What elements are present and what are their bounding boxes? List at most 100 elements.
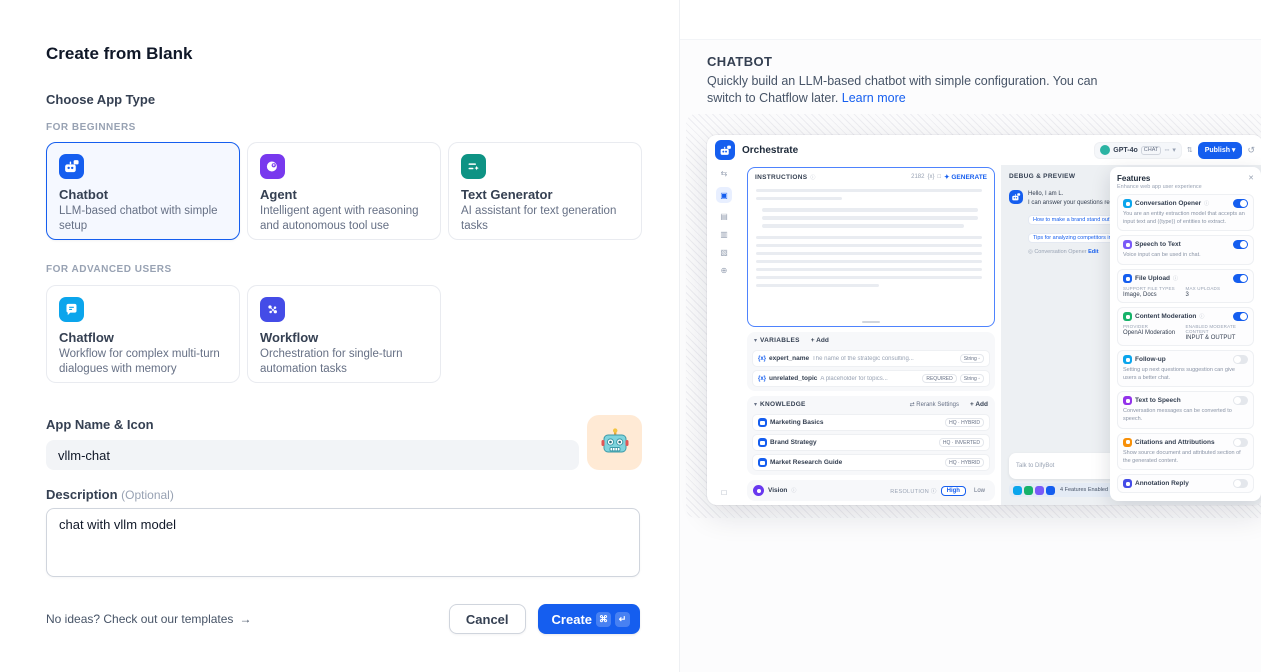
app-name-input[interactable] — [46, 440, 579, 470]
card-title: Agent — [260, 187, 297, 202]
feature-content-moderation: Content Moderation ⓘ PROVIDER OpenAI Mode… — [1117, 307, 1254, 347]
knowledge-row[interactable]: Market Research Guide HQ · HYBRID — [752, 454, 990, 471]
close-icon[interactable]: ✕ — [1248, 175, 1254, 182]
edit-opener-link[interactable]: Edit — [1088, 249, 1099, 255]
collapse-icon[interactable]: ▾ — [754, 338, 758, 344]
features-panel: Features ✕ Enhance web app user experien… — [1110, 167, 1261, 501]
switch-icon[interactable]: ⇆ — [720, 169, 728, 178]
info-icon: ⓘ — [1204, 201, 1210, 207]
dataset-icon — [758, 438, 767, 447]
feature-toggle[interactable] — [1233, 355, 1248, 365]
cancel-button[interactable]: Cancel — [448, 604, 526, 634]
knowledge-section: ▾ KNOWLEDGE ⇄ Rerank Settings + Add Mark… — [747, 396, 995, 475]
preview-topstrip — [680, 0, 1261, 40]
app-type-card-workflow[interactable]: Workflow Orchestration for single-turn a… — [247, 285, 441, 383]
sidebar-orchestrate-icon[interactable]: ▣ — [716, 187, 732, 203]
page-title: Create from Blank — [46, 44, 193, 63]
card-title: Chatflow — [59, 330, 114, 345]
chatbot-icon — [59, 154, 84, 179]
feature-text-to-speech: Text to Speech Conversation messages can… — [1117, 391, 1254, 429]
speech-mini-icon — [1035, 485, 1044, 495]
variable-row[interactable]: {x} expert_name The name of the strategi… — [752, 350, 990, 367]
for-beginners-label: FOR BEGINNERS — [46, 122, 136, 133]
feature-toggle[interactable] — [1233, 240, 1248, 250]
instructions-label: INSTRUCTIONS — [755, 173, 808, 181]
choose-app-type-label: Choose App Type — [46, 92, 156, 107]
add-knowledge-button[interactable]: + Add — [970, 401, 988, 408]
required-badge: REQUIRED — [922, 374, 957, 383]
app-icon-picker[interactable] — [587, 415, 642, 470]
description-label: Description (Optional) — [46, 487, 174, 502]
feature-toggle[interactable] — [1233, 274, 1248, 284]
app-type-card-chatbot[interactable]: Chatbot LLM-based chatbot with simple se… — [46, 142, 240, 240]
retrieval-badge: HQ · HYBRID — [945, 418, 984, 427]
knowledge-row[interactable]: Brand Strategy HQ · INVERTED — [752, 434, 990, 451]
generate-button[interactable]: ✦ GENERATE — [944, 174, 987, 181]
learn-more-link[interactable]: Learn more — [841, 90, 906, 105]
content-moderation-icon — [1123, 312, 1132, 322]
variable-icon: {x} — [758, 375, 767, 382]
sidebar-logs-icon[interactable]: ▥ — [720, 230, 728, 239]
sidebar-settings-icon[interactable]: □ — [721, 488, 727, 497]
resolution-high-button[interactable]: High — [940, 485, 966, 496]
card-desc: Orchestration for single-turn automation… — [260, 348, 403, 375]
model-selector[interactable]: GPT-4o CHAT ◦◦ ▾ — [1094, 141, 1182, 159]
feature-file-upload: File Upload ⓘ SUPPORT FILE TYPES Image, D… — [1117, 269, 1254, 304]
collapse-icon[interactable]: ▾ — [754, 402, 758, 408]
sidebar-web-icon[interactable]: ⊕ — [720, 266, 728, 275]
vision-icon — [753, 485, 764, 496]
variables-shortcut-icon[interactable]: {x} — [927, 174, 935, 180]
chevron-down-icon: ▾ — [1172, 147, 1176, 154]
retrieval-badge: HQ · INVERTED — [938, 438, 984, 447]
rerank-settings-button[interactable]: ⇄ Rerank Settings — [909, 402, 959, 408]
history-icon[interactable]: ↺ — [1247, 144, 1255, 155]
features-subtitle: Enhance web app user experience — [1117, 184, 1202, 190]
feature-toggle[interactable] — [1233, 396, 1248, 406]
preview-pane: CHATBOT Quickly build an LLM-based chatb… — [679, 0, 1261, 672]
app-type-card-agent[interactable]: Agent Intelligent agent with reasoning a… — [247, 142, 441, 240]
dataset-icon — [758, 418, 767, 427]
resolution-low-button[interactable]: Low — [973, 487, 985, 494]
feature-citations: Citations and Attributions Show source d… — [1117, 432, 1254, 471]
orchestrate-title: Orchestrate — [742, 144, 799, 156]
workflow-icon — [260, 297, 285, 322]
speech-to-text-icon — [1123, 240, 1132, 250]
variables-section: ▾ VARIABLES + Add {x} expert_name The na… — [747, 332, 995, 391]
add-variable-button[interactable]: + Add — [810, 337, 829, 344]
text-to-speech-icon — [1123, 396, 1132, 406]
resize-handle[interactable] — [862, 321, 880, 323]
bot-avatar — [1009, 190, 1023, 204]
description-textarea[interactable]: chat with vllm model — [46, 508, 640, 577]
card-desc: AI assistant for text generation tasks — [461, 205, 617, 232]
instructions-skeleton — [748, 188, 994, 287]
opener-mini-icon — [1013, 485, 1022, 495]
retrieval-badge: HQ · HYBRID — [945, 458, 984, 467]
feature-toggle[interactable] — [1233, 312, 1248, 322]
copy-icon[interactable]: □ — [937, 174, 942, 180]
app-type-card-chatflow[interactable]: Chatflow Workflow for complex multi-turn… — [46, 285, 240, 383]
publish-button[interactable]: Publish ▾ — [1197, 141, 1243, 159]
app-type-card-text-generator[interactable]: Text Generator AI assistant for text gen… — [448, 142, 642, 240]
variable-row[interactable]: {x} unrelated_topic A placeholder for to… — [752, 370, 990, 387]
suggested-question[interactable]: How to make a brand stand out? — [1028, 215, 1118, 225]
card-title: Workflow — [260, 330, 319, 345]
sidebar-docs-icon[interactable]: ▧ — [720, 248, 728, 257]
follow-up-icon — [1123, 355, 1132, 365]
bot-greeting: Hello, I am L. I can answer your questio… — [1028, 191, 1123, 206]
create-button[interactable]: Create ⌘ ↵ — [537, 604, 640, 634]
card-title: Chatbot — [59, 187, 109, 202]
browse-templates-link[interactable]: No ideas? Check out our templates → — [46, 612, 252, 626]
preview-topbar: Orchestrate GPT-4o CHAT ◦◦ ▾ ⇅ Publish ▾… — [707, 135, 1261, 165]
info-icon: ⓘ — [791, 488, 797, 494]
arrow-right-icon: → — [239, 612, 252, 626]
model-tune-icon[interactable]: ⇅ — [1186, 147, 1193, 154]
feature-fields: PROVIDER OpenAI Moderation ENABLED MODERA… — [1123, 324, 1237, 342]
feature-toggle[interactable] — [1233, 479, 1248, 489]
feature-desc: Setting up next questions suggestion can… — [1123, 367, 1235, 381]
card-desc: Intelligent agent with reasoning and aut… — [260, 205, 419, 232]
feature-toggle[interactable] — [1233, 199, 1248, 208]
sidebar-image-icon[interactable]: ▤ — [720, 212, 728, 221]
feature-toggle[interactable] — [1233, 437, 1248, 447]
knowledge-row[interactable]: Marketing Basics HQ · HYBRID — [752, 414, 990, 431]
